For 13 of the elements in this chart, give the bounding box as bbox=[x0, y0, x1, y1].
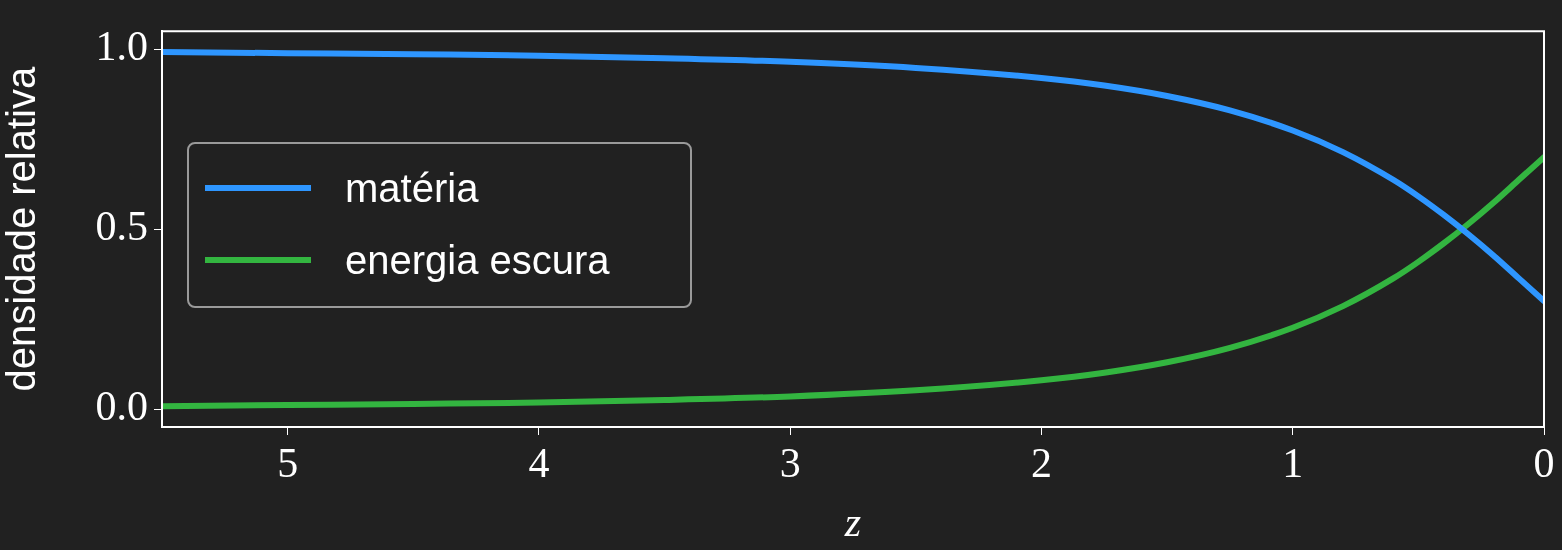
x-tick-label: 3 bbox=[779, 440, 801, 487]
x-tick-label: 5 bbox=[277, 440, 299, 487]
legend-label: matéria bbox=[345, 165, 479, 211]
y-tick-label: 0.0 bbox=[95, 383, 148, 430]
x-tick-label: 0 bbox=[1533, 440, 1555, 487]
x-tick-label: 1 bbox=[1282, 440, 1304, 487]
y-tick-label: 0.5 bbox=[95, 203, 148, 250]
x-tick-label: 4 bbox=[528, 440, 550, 487]
legend-label: energia escura bbox=[345, 237, 610, 283]
y-axis-title: densidade relativa bbox=[0, 66, 44, 392]
x-axis-title: z bbox=[843, 498, 862, 545]
x-tick-label: 2 bbox=[1030, 440, 1052, 487]
y-tick-label: 1.0 bbox=[95, 23, 148, 70]
